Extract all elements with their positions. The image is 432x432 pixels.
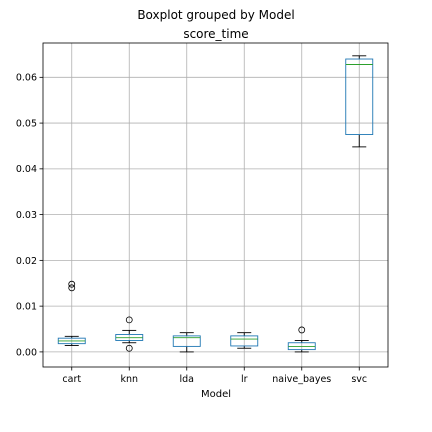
outlier-point	[68, 280, 76, 288]
y-tick-label: 0.01	[16, 302, 37, 313]
y-tick-label: 0.00	[16, 347, 37, 358]
y-tick-label: 0.06	[16, 73, 37, 84]
y-tick-label: 0.03	[16, 210, 37, 221]
x-tick-label: lda	[180, 374, 195, 385]
y-tick-label: 0.04	[16, 164, 37, 175]
axis-ticks: 0.00 0.01 0.02 0.03 0.04 0.05 0.06 cart knn lda lr…	[16, 73, 367, 385]
outlier-point	[68, 284, 76, 292]
grid-lines	[43, 43, 388, 367]
outlier-point	[125, 344, 133, 352]
box-naive_bayes	[287, 326, 316, 353]
outlier-point	[125, 316, 133, 324]
x-axis-label: Model	[201, 389, 231, 400]
x-tick-label: svc	[351, 374, 367, 385]
y-tick-label: 0.02	[16, 256, 37, 267]
box-iqr	[345, 58, 374, 135]
outlier-point	[298, 326, 306, 334]
box-knn	[115, 316, 144, 352]
axes-frame	[42, 42, 389, 368]
axes-title: score_time	[183, 27, 248, 41]
box-cart	[57, 280, 86, 346]
x-tick-label: knn	[120, 374, 138, 385]
box-lr	[230, 332, 259, 349]
x-tick-label: naive_bayes	[272, 374, 331, 385]
figure-suptitle: Boxplot grouped by Model	[137, 8, 294, 22]
box-iqr	[172, 335, 201, 347]
x-tick-label: cart	[62, 374, 81, 385]
box-iqr	[230, 335, 259, 347]
box-lda	[172, 332, 201, 353]
plot-area	[57, 55, 374, 353]
y-tick-label: 0.05	[16, 118, 37, 129]
x-tick-label: lr	[241, 374, 248, 385]
box-svc	[345, 55, 374, 148]
